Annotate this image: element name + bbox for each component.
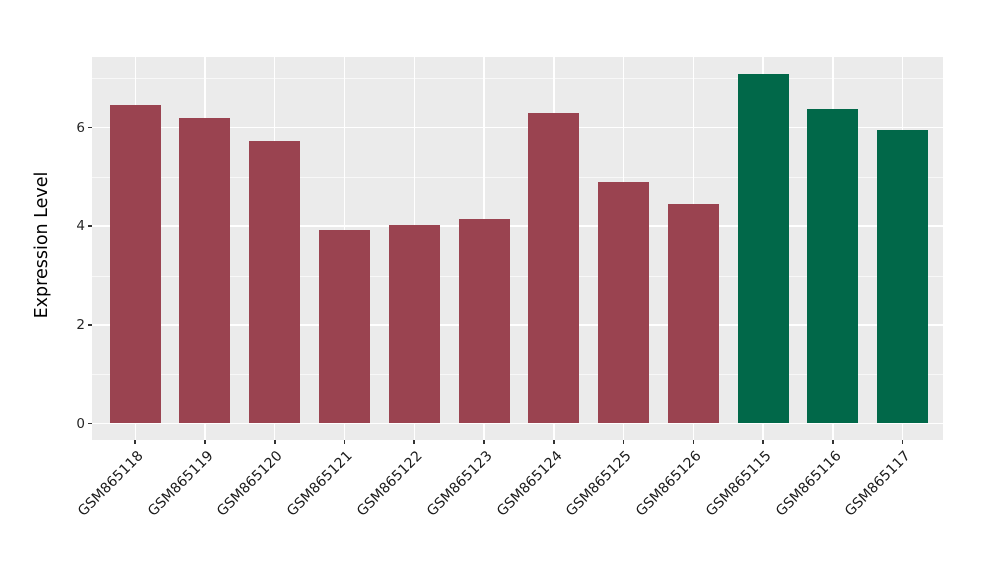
y-tick-label-4: 4: [76, 218, 85, 235]
x-tick-mark-GSM865125: [622, 440, 625, 444]
x-tick-mark-GSM865118: [134, 440, 136, 444]
y-tick-mark-6: [88, 126, 92, 129]
y-tick-mark-0: [88, 422, 92, 425]
x-tick-label-GSM865117: GSM865117: [842, 448, 914, 520]
y-tick-label-6: 6: [76, 119, 85, 136]
bar-GSM865119: [179, 117, 231, 424]
gridline-major-y0: [92, 422, 943, 425]
x-tick-mark-GSM865121: [343, 440, 346, 444]
x-tick-mark-GSM865124: [553, 440, 555, 444]
bar-GSM865117: [877, 129, 929, 424]
plot-panel: [92, 57, 943, 440]
bar-GSM865122: [388, 225, 440, 424]
y-tick-label-2: 2: [76, 316, 85, 333]
x-tick-label-GSM865122: GSM865122: [353, 448, 426, 520]
bar-GSM865118: [109, 105, 161, 424]
x-tick-mark-GSM865122: [413, 440, 416, 444]
gridline-major-y4: [92, 225, 943, 227]
gridline-major-y6: [92, 126, 943, 129]
gridline-major-y2: [92, 324, 943, 326]
x-tick-mark-GSM865119: [204, 440, 206, 444]
gridline-minor-y1: [92, 374, 943, 375]
bar-GSM865121: [319, 230, 370, 424]
gridline-minor-y7: [92, 78, 943, 79]
bar-GSM865116: [807, 109, 859, 424]
x-tick-mark-GSM865123: [483, 440, 485, 444]
x-tick-label-GSM865124: GSM865124: [493, 448, 566, 520]
bar-GSM865123: [458, 218, 510, 424]
x-tick-mark-GSM865115: [762, 440, 764, 444]
y-tick-mark-4: [88, 225, 92, 227]
x-tick-label-GSM865116: GSM865116: [772, 448, 845, 520]
x-tick-mark-GSM865126: [692, 440, 695, 444]
bar-GSM865126: [667, 203, 719, 424]
gridline-minor-y3: [92, 275, 943, 277]
gridline-minor-y5: [92, 176, 943, 178]
y-axis-title: Expression Level: [32, 171, 52, 319]
bar-GSM865120: [249, 141, 301, 424]
x-tick-mark-GSM865116: [832, 440, 834, 444]
bar-GSM865124: [528, 112, 580, 424]
y-tick-label-0: 0: [76, 415, 85, 432]
x-tick-label-GSM865126: GSM865126: [633, 448, 705, 520]
x-tick-mark-GSM865120: [273, 440, 276, 444]
x-tick-mark-GSM865117: [901, 440, 904, 444]
bar-GSM865115: [737, 74, 789, 424]
y-tick-mark-2: [88, 324, 92, 326]
x-tick-label-GSM865123: GSM865123: [423, 448, 496, 520]
x-tick-label-GSM865120: GSM865120: [214, 448, 287, 520]
x-tick-label-GSM865121: GSM865121: [284, 448, 356, 520]
bar-GSM865125: [598, 182, 650, 424]
x-tick-label-GSM865115: GSM865115: [702, 448, 775, 520]
x-tick-label-GSM865118: GSM865118: [74, 448, 147, 520]
x-tick-label-GSM865125: GSM865125: [563, 448, 635, 520]
x-tick-label-GSM865119: GSM865119: [144, 448, 217, 520]
